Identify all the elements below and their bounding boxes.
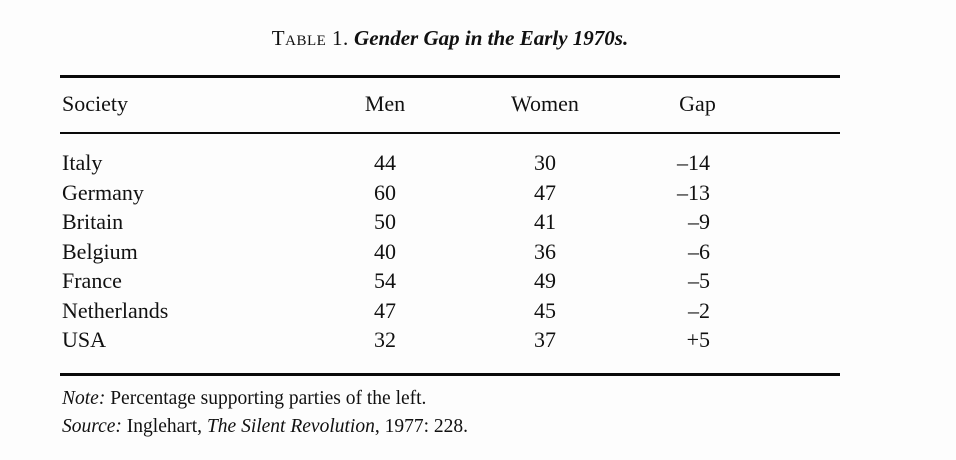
table-number-label: Table 1. — [271, 26, 349, 50]
women-cell: 36 — [534, 238, 556, 264]
table-row-france: France 54 49 –5 — [60, 266, 840, 296]
men-cell: 40 — [374, 238, 396, 264]
men-cell: 50 — [374, 209, 396, 234]
gap-cell: –13 — [677, 179, 710, 205]
note-label: Note: — [62, 387, 106, 409]
gap-cell: –9 — [688, 209, 710, 234]
society-cell: Italy — [62, 150, 103, 175]
table-title-text: Gender Gap in the Early 1970s. — [354, 26, 629, 50]
gap-cell: –2 — [688, 297, 710, 323]
note-line: Note: Percentage supporting parties of t… — [62, 385, 840, 413]
women-cell: 49 — [534, 268, 556, 293]
table-header-row: Society Men Women Gap — [60, 76, 840, 134]
table-row-usa: USA 32 37 +5 — [60, 325, 840, 374]
table-row-germany: Germany 60 47 –13 — [60, 178, 840, 208]
table-title: Table 1. Gender Gap in the Early 1970s. — [60, 26, 840, 51]
table-row-britain: Britain 50 41 –9 — [60, 207, 840, 237]
women-cell: 37 — [534, 327, 556, 352]
men-cell: 44 — [374, 150, 396, 175]
table-row-italy: Italy 44 30 –14 — [60, 133, 840, 178]
society-cell: USA — [62, 327, 107, 352]
society-cell: France — [62, 268, 122, 293]
women-cell: 30 — [534, 150, 556, 175]
men-cell: 47 — [374, 297, 396, 323]
women-cell: 41 — [534, 209, 556, 234]
gap-cell: –6 — [688, 238, 710, 264]
gender-gap-table: Society Men Women Gap Italy 44 30 –14 Ge… — [60, 75, 840, 376]
source-line: Source: Inglehart, The Silent Revolution… — [62, 413, 840, 441]
society-cell: Belgium — [62, 238, 138, 264]
column-header-society: Society — [60, 76, 310, 134]
column-header-gap: Gap — [630, 76, 765, 134]
table-row-netherlands: Netherlands 47 45 –2 — [60, 296, 840, 326]
source-title: The Silent Revolution — [206, 415, 375, 437]
men-cell: 32 — [374, 327, 396, 352]
society-cell: Germany — [62, 179, 144, 205]
source-prefix: Inglehart, — [126, 415, 203, 437]
table-notes: Note: Percentage supporting parties of t… — [60, 385, 840, 441]
men-cell: 60 — [374, 179, 396, 205]
society-cell: Netherlands — [62, 297, 169, 323]
women-cell: 47 — [534, 179, 556, 205]
gap-cell: –14 — [677, 150, 710, 175]
table-row-belgium: Belgium 40 36 –6 — [60, 237, 840, 267]
women-cell: 45 — [534, 297, 556, 323]
note-text: Percentage supporting parties of the lef… — [110, 387, 427, 409]
source-suffix: , 1977: 228. — [374, 415, 468, 437]
gap-cell: +5 — [686, 327, 710, 352]
column-header-men: Men — [310, 76, 460, 134]
paper-table-figure: Table 1. Gender Gap in the Early 1970s. … — [60, 0, 840, 441]
column-header-women: Women — [460, 76, 630, 134]
column-header-spacer — [765, 76, 840, 134]
society-cell: Britain — [62, 209, 124, 234]
gap-cell: –5 — [688, 268, 710, 293]
source-label: Source: — [62, 415, 122, 437]
men-cell: 54 — [374, 268, 396, 293]
